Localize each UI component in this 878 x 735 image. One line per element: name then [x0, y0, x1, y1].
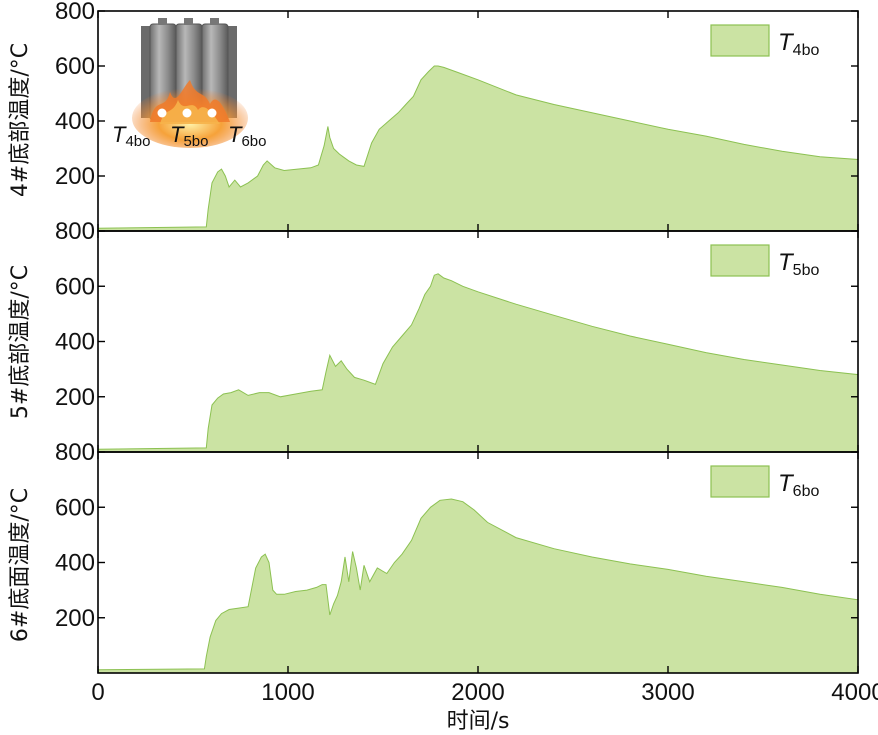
area-series-2	[97, 273, 859, 453]
y-tick-label: 800	[55, 0, 95, 25]
x-tick-label: 3000	[641, 679, 694, 706]
ylabel-panel-2: 5#底部温度/°C	[8, 265, 33, 419]
y-tick-label: 600	[55, 273, 95, 300]
y-tick-label: 400	[55, 329, 95, 356]
y-tick-label: 200	[55, 163, 95, 190]
ylabel-panel-1: 4#底部温度/°C	[8, 43, 33, 197]
y-tick-label: 400	[55, 108, 95, 135]
x-tick-label: 2000	[451, 679, 504, 706]
legend-label-1: T4bo	[778, 29, 819, 59]
legend-label-2: T5bo	[778, 249, 819, 279]
y-tick-label: 800	[55, 218, 95, 245]
legend-label-3: T6bo	[778, 470, 819, 500]
legend-swatch-2	[710, 244, 770, 277]
x-tick-label: 1000	[261, 679, 314, 706]
y-tick-label: 200	[55, 605, 95, 632]
inset-label-2: T5bo	[170, 122, 208, 150]
legend-swatch-1	[710, 24, 770, 57]
legend-swatch-3	[710, 465, 770, 498]
x-tick-label: 4000	[831, 679, 878, 706]
y-tick-label: 200	[55, 384, 95, 411]
area-series-1	[97, 65, 859, 232]
inset-battery-image: T4bo T5bo T6bo	[112, 18, 266, 150]
x-axis-title: 时间/s	[447, 709, 510, 734]
y-tick-label: 600	[55, 53, 95, 80]
ylabel-panel-3: 6#底面温度/°C	[8, 488, 33, 642]
y-tick-label: 800	[55, 439, 95, 466]
y-tick-label: 600	[55, 494, 95, 521]
x-tick-label: 0	[91, 679, 104, 706]
inset-label-1: T4bo	[112, 122, 150, 150]
inset-label-3: T6bo	[228, 122, 266, 150]
y-tick-label: 400	[55, 550, 95, 577]
area-series-3	[97, 498, 859, 674]
